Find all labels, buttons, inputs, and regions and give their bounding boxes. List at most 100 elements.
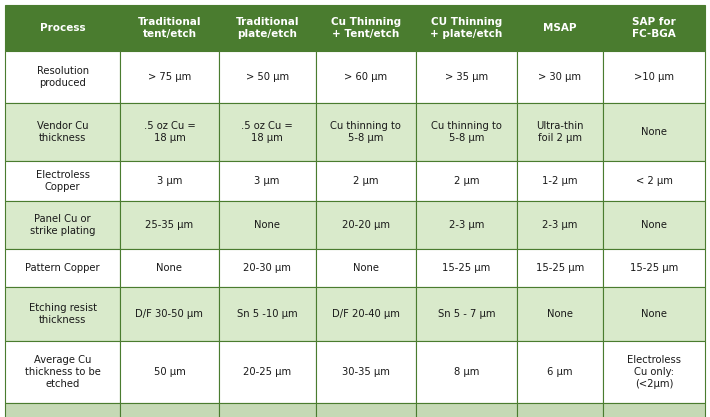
Bar [219,403,316,417]
Text: SAP for
FC-BGA: SAP for FC-BGA [632,17,676,39]
Text: 20-25 μm: 20-25 μm [243,367,291,377]
Bar [603,287,705,341]
Bar [316,249,416,287]
Text: 2-3 μm: 2-3 μm [542,220,577,230]
Text: None: None [641,127,667,137]
Text: Cu Thinning
+ Tent/etch: Cu Thinning + Tent/etch [331,17,401,39]
Text: Vendor Cu
thickness: Vendor Cu thickness [37,121,88,143]
Bar [219,103,316,161]
Text: 3 μm: 3 μm [157,176,182,186]
Text: 2 μm: 2 μm [353,176,378,186]
Bar [603,341,705,403]
Bar [120,5,219,51]
Bar [219,287,316,341]
Text: .5 oz Cu =
18 μm: .5 oz Cu = 18 μm [241,121,293,143]
Text: 1-2 μm: 1-2 μm [542,176,578,186]
Text: Etching resist
thickness: Etching resist thickness [28,303,97,325]
Bar [5,103,120,161]
Bar [416,287,517,341]
Bar [517,103,603,161]
Bar [517,287,603,341]
Text: Panel Cu or
strike plating: Panel Cu or strike plating [30,214,95,236]
Bar [416,103,517,161]
Bar [120,201,219,249]
Text: > 75 μm: > 75 μm [148,72,191,82]
Bar [120,249,219,287]
Text: 15-25 μm: 15-25 μm [630,263,678,273]
Bar [316,403,416,417]
Bar [120,161,219,201]
Text: MSAP: MSAP [543,23,577,33]
Text: 8 μm: 8 μm [454,367,479,377]
Text: .5 oz Cu =
18 μm: .5 oz Cu = 18 μm [143,121,195,143]
Text: > 50 μm: > 50 μm [246,72,289,82]
Bar [316,51,416,103]
Bar [603,249,705,287]
Text: CU Thinning
+ plate/etch: CU Thinning + plate/etch [430,17,503,39]
Bar [416,249,517,287]
Bar [5,403,120,417]
Bar [603,103,705,161]
Bar [517,201,603,249]
Bar [517,5,603,51]
Text: 25-35 μm: 25-35 μm [146,220,194,230]
Text: Sn 5 -10 μm: Sn 5 -10 μm [237,309,297,319]
Text: None: None [641,309,667,319]
Bar [603,161,705,201]
Bar [219,201,316,249]
Bar [517,249,603,287]
Bar [316,201,416,249]
Text: >10 μm: >10 μm [634,72,674,82]
Text: None: None [156,263,182,273]
Text: None: None [547,309,573,319]
Bar [316,5,416,51]
Bar [219,161,316,201]
Text: None: None [254,220,280,230]
Text: 20-20 μm: 20-20 μm [342,220,390,230]
Bar [316,287,416,341]
Bar [416,51,517,103]
Text: Process: Process [40,23,85,33]
Text: None: None [641,220,667,230]
Bar [603,51,705,103]
Bar [219,51,316,103]
Bar [603,403,705,417]
Bar [517,341,603,403]
Text: Electroless
Copper: Electroless Copper [36,170,89,192]
Bar [120,341,219,403]
Text: > 60 μm: > 60 μm [344,72,388,82]
Text: 50 μm: 50 μm [153,367,185,377]
Bar [120,103,219,161]
Bar [517,51,603,103]
Text: > 30 μm: > 30 μm [538,72,581,82]
Bar [5,249,120,287]
Text: D/F 20-40 μm: D/F 20-40 μm [332,309,400,319]
Bar [5,201,120,249]
Bar [5,51,120,103]
Bar [219,341,316,403]
Text: Average Cu
thickness to be
etched: Average Cu thickness to be etched [25,355,101,389]
Text: 30-35 μm: 30-35 μm [342,367,390,377]
Bar [416,403,517,417]
Bar [120,403,219,417]
Bar [603,5,705,51]
Text: 6 μm: 6 μm [547,367,573,377]
Text: Cu thinning to
5-8 μm: Cu thinning to 5-8 μm [330,121,401,143]
Text: Resolution
produced: Resolution produced [36,66,89,88]
Text: Pattern Copper: Pattern Copper [26,263,100,273]
Text: Electroless
Cu only:
(<2μm): Electroless Cu only: (<2μm) [627,355,681,389]
Text: 15-25 μm: 15-25 μm [536,263,584,273]
Bar [120,51,219,103]
Bar [416,201,517,249]
Bar [603,201,705,249]
Bar [219,249,316,287]
Bar [120,287,219,341]
Bar [517,403,603,417]
Bar [316,161,416,201]
Text: 3 μm: 3 μm [254,176,280,186]
Text: 2-3 μm: 2-3 μm [449,220,484,230]
Bar [517,161,603,201]
Text: 20-30 μm: 20-30 μm [244,263,291,273]
Bar [219,5,316,51]
Bar [5,161,120,201]
